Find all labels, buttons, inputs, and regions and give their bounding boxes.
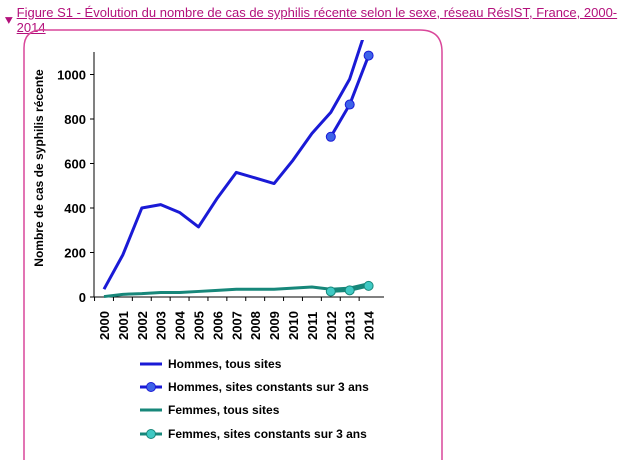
data-point: [363, 280, 374, 291]
figure-header: Figure S1 - Évolution du nombre de cas d…: [4, 5, 623, 35]
y-tick-label: 1000: [57, 68, 86, 83]
legend-marker: [146, 429, 156, 439]
y-tick-label: 800: [64, 112, 86, 127]
x-tick-label: 2010: [286, 311, 301, 340]
legend-label: Hommes, tous sites: [168, 357, 282, 371]
data-point: [363, 50, 374, 61]
x-tick-label: 2006: [210, 311, 225, 340]
legend-label: Hommes, sites constants sur 3 ans: [168, 380, 369, 394]
panel-border: [23, 29, 443, 460]
x-tick-label: 2008: [248, 311, 263, 340]
x-tick-label: 2003: [154, 311, 169, 340]
x-tick-label: 2011: [305, 312, 320, 340]
x-tick-label: 2012: [324, 311, 339, 340]
y-axis-label: Nombre de cas de syphilis récente: [32, 69, 46, 267]
data-point: [325, 286, 336, 297]
data-point: [325, 131, 336, 142]
y-tick-label: 0: [79, 290, 86, 305]
x-tick-label: 2002: [135, 311, 150, 340]
data-point: [344, 285, 355, 296]
x-tick-label: 2007: [229, 311, 244, 340]
legend-marker: [146, 382, 156, 392]
chart-axes: 0 200 400 600 800 1000 2000 2001 2002 2003 2004 200…: [57, 52, 384, 340]
y-tick-label: 200: [64, 246, 86, 261]
x-tick-label: 2005: [192, 311, 207, 340]
y-tick-label: 600: [64, 157, 86, 172]
legend: Hommes, tous sites Hommes, sites constant…: [140, 357, 369, 441]
x-tick-label: 2009: [267, 311, 282, 340]
x-tick-label: 2000: [97, 311, 112, 340]
x-tick-label: 2014: [362, 310, 377, 340]
legend-label: Femmes, sites constants sur 3 ans: [168, 427, 367, 441]
x-tick-label: 2013: [343, 311, 358, 340]
data-point: [344, 99, 355, 110]
plot-area: [102, 40, 374, 299]
x-tick-label: 2001: [116, 311, 131, 340]
series-line-hommes-tous-sites: [102, 40, 365, 290]
series-line-femmes-tous-sites: [103, 282, 369, 299]
figure-title-link[interactable]: Figure S1 - Évolution du nombre de cas d…: [16, 5, 618, 35]
x-tick-label: 2004: [173, 310, 188, 340]
series-line-hommes-sites-constants-sur-3-ans: [329, 55, 370, 138]
triangle-down-icon[interactable]: [4, 15, 14, 25]
y-tick-label: 400: [64, 201, 86, 216]
legend-label: Femmes, tous sites: [168, 403, 280, 417]
